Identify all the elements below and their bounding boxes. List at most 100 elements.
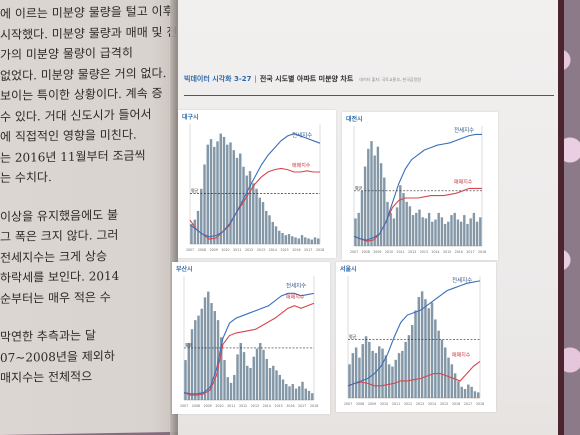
unsold-bar <box>203 297 207 400</box>
unsold-bar <box>313 237 317 244</box>
unsold-bar <box>294 388 298 400</box>
unsold-bar <box>213 311 216 400</box>
unsold-bar <box>246 365 249 400</box>
x-tick-label: 2014 <box>428 402 436 406</box>
sale-index-line <box>353 187 482 242</box>
unsold-bar <box>300 235 304 244</box>
unsold-bar <box>262 349 265 400</box>
unsold-bar <box>291 236 294 244</box>
chart-panel-daegu: 대구시 평균 전세지수 매매지수 2007 2008 2009 2010 2011 2012 20… <box>178 110 336 258</box>
figure-title-separator: | <box>254 75 257 83</box>
x-tick-label: 2007 <box>350 250 358 254</box>
unsold-bar <box>220 337 223 400</box>
sale-index-line <box>189 167 320 240</box>
jeonse-index-line <box>183 292 315 395</box>
unsold-bar <box>358 357 361 398</box>
unsold-bar <box>184 360 187 400</box>
x-tick-label: 2015 <box>281 248 289 252</box>
x-tick-label: 2015 <box>275 404 283 408</box>
sale-index-line <box>347 360 481 387</box>
reference-label: 평균 <box>191 187 199 193</box>
x-tick-label: 2012 <box>245 248 253 252</box>
chart-region-title: 대구시 <box>182 114 199 121</box>
chart-region-title: 대전시 <box>346 116 363 123</box>
unsold-bar <box>467 384 470 398</box>
unsold-bar <box>187 342 190 400</box>
x-tick-label: 2018 <box>478 250 486 254</box>
legend-sale: 매매지수 <box>292 162 311 169</box>
unsold-bar <box>304 237 307 244</box>
unsold-bar <box>348 364 351 398</box>
x-tick-label: 2014 <box>263 404 271 408</box>
x-tick-label: 2009 <box>204 404 212 408</box>
unsold-bar <box>354 218 357 246</box>
left-text-line: 매지수는 전체적으 <box>0 369 93 385</box>
unsold-bar <box>255 348 259 400</box>
unsold-bar <box>434 219 437 246</box>
unsold-bar <box>265 210 268 244</box>
x-tick-label: 2007 <box>344 402 352 406</box>
left-text-line: 수 있다. 거대 신도시가 들어서 <box>0 106 152 124</box>
unsold-bar <box>424 218 428 246</box>
x-tick-label: 2009 <box>373 250 381 254</box>
unsold-bar <box>447 221 450 246</box>
unsold-bar <box>395 207 399 246</box>
unsold-bar <box>284 235 287 244</box>
x-tick-label: 2007 <box>180 404 188 408</box>
unsold-bar <box>281 232 284 244</box>
unsold-bar <box>291 384 294 400</box>
unsold-bar <box>194 320 197 400</box>
sale-index-line <box>183 302 315 396</box>
x-tick-label: 2017 <box>298 404 306 408</box>
unsold-bar <box>203 164 206 244</box>
unsold-bar <box>222 136 226 244</box>
x-tick-label: 2011 <box>392 402 400 406</box>
unsold-bar <box>402 193 405 246</box>
figure-label: 빅데이터 시각화 3-27 <box>184 75 252 83</box>
unsold-bar <box>226 144 229 244</box>
unsold-bar <box>255 188 258 244</box>
unsold-bar <box>392 218 396 246</box>
reference-label: 평균 <box>349 333 357 339</box>
unsold-bar <box>239 342 242 400</box>
unsold-bar <box>209 139 213 244</box>
x-tick-label: 2010 <box>221 248 229 252</box>
unsold-bar <box>411 325 414 398</box>
unsold-bar <box>216 141 219 244</box>
x-tick-label: 2013 <box>416 402 424 406</box>
unsold-bar <box>301 381 304 400</box>
unsold-bar <box>249 368 252 400</box>
x-tick-label: 2014 <box>431 250 439 254</box>
unsold-bar <box>200 188 203 244</box>
unsold-bar <box>453 373 457 398</box>
unsold-bar <box>317 238 320 244</box>
unsold-bar <box>213 146 216 244</box>
unsold-bar <box>197 315 200 400</box>
unsold-bar <box>229 382 233 400</box>
chart-panel-daejeon: 대전시 평균 전세지수 매매지수 2007 2008 2009 2010 2011 2012 20… <box>342 112 498 260</box>
unsold-bar <box>386 201 389 246</box>
x-tick-label: 2014 <box>269 248 277 252</box>
unsold-bar <box>430 302 434 398</box>
unsold-bar <box>394 359 397 398</box>
unsold-bar <box>391 366 394 398</box>
x-tick-label: 2009 <box>210 248 218 252</box>
left-page: 에 이르는 미분양 물량을 털고 이후 감소시작했다. 미분양 물량과 매매 및… <box>0 0 178 435</box>
unsold-bar <box>469 218 472 246</box>
unsold-bar <box>242 352 246 400</box>
unsold-bar <box>278 374 281 400</box>
x-tick-label: 2016 <box>455 250 463 254</box>
unsold-bar <box>261 202 265 244</box>
unsold-bar <box>307 390 311 400</box>
unsold-bar <box>298 386 301 400</box>
unsold-bar <box>466 223 469 246</box>
unsold-bar <box>287 234 291 244</box>
unsold-bar <box>268 215 271 244</box>
unsold-bar <box>370 141 373 246</box>
unsold-bar <box>384 355 388 398</box>
unsold-bar <box>354 347 358 398</box>
unsold-bar <box>351 353 355 398</box>
unsold-bar <box>418 209 421 246</box>
